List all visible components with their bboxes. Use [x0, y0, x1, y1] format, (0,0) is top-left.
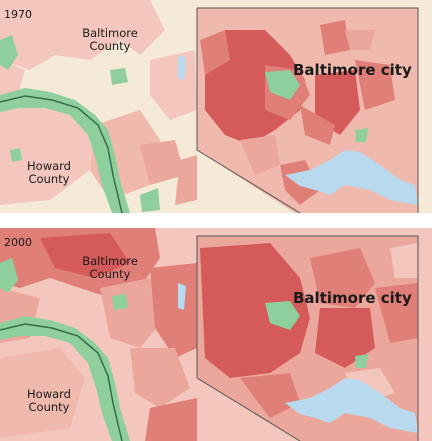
- tract-light: [140, 140, 185, 185]
- tract-dark: [200, 243, 310, 378]
- harbor-water: [285, 378, 418, 433]
- county-label-line: County: [28, 400, 70, 415]
- tract-mid: [320, 20, 350, 55]
- tract-mid: [240, 373, 300, 418]
- tract-light: [130, 348, 190, 408]
- park: [10, 148, 22, 162]
- park: [0, 35, 18, 70]
- park: [355, 128, 368, 142]
- county-label-line: Baltimore: [82, 26, 138, 40]
- year-label: 2000: [4, 236, 32, 249]
- county-label-line: County: [89, 267, 131, 282]
- tract-light: [345, 30, 375, 50]
- county-label-south: Howard County: [4, 387, 94, 415]
- county-label-line: Howard: [27, 387, 71, 401]
- tract-pale: [0, 348, 85, 438]
- city-label: Baltimore city: [293, 289, 412, 307]
- tract-pale: [390, 243, 418, 278]
- park: [140, 188, 160, 212]
- harbor-water: [285, 150, 418, 205]
- tract-mid: [355, 60, 395, 110]
- tract-light: [240, 135, 280, 175]
- park: [265, 301, 300, 330]
- river-corridor: [0, 88, 130, 213]
- county-label-line: County: [28, 172, 70, 187]
- river-line: [0, 323, 123, 441]
- tract-dark: [315, 308, 375, 368]
- tract-pale: [0, 95, 95, 205]
- map-panel-1970: 1970 Baltimore County Howard County Balt…: [0, 0, 432, 213]
- reservoir: [178, 283, 186, 310]
- city-boundary: [196, 235, 419, 441]
- tract-mid: [375, 283, 418, 343]
- city-boundary: [196, 7, 419, 213]
- county-label-line: Baltimore: [82, 254, 138, 268]
- tract-dark: [315, 70, 360, 135]
- tract-pale: [150, 50, 197, 120]
- tract-dark: [205, 30, 305, 145]
- river-line: [0, 95, 123, 213]
- tract-light: [175, 155, 197, 205]
- county-label-line: County: [89, 39, 131, 54]
- map-1970: [0, 0, 432, 213]
- county-label-line: Howard: [27, 159, 71, 173]
- year-label: 1970: [4, 8, 32, 21]
- map-2000: [0, 228, 432, 441]
- tract-mid: [145, 398, 197, 441]
- map-panel-2000: 2000 Baltimore County Howard County Balt…: [0, 228, 432, 441]
- reservoir: [178, 55, 186, 80]
- park: [110, 68, 128, 85]
- tract-dark: [40, 233, 130, 278]
- county-label-north: Baltimore County: [65, 26, 155, 54]
- park: [265, 70, 300, 100]
- county-label-north: Baltimore County: [65, 254, 155, 282]
- tract-mid: [300, 105, 335, 145]
- river-corridor: [0, 316, 130, 441]
- tract-mid: [310, 248, 375, 308]
- park: [355, 354, 368, 368]
- county-label-south: Howard County: [4, 159, 94, 187]
- park: [0, 258, 18, 293]
- park: [112, 294, 128, 310]
- city-label: Baltimore city: [293, 61, 412, 79]
- tract-pale: [0, 0, 165, 70]
- tract-mid: [200, 30, 230, 75]
